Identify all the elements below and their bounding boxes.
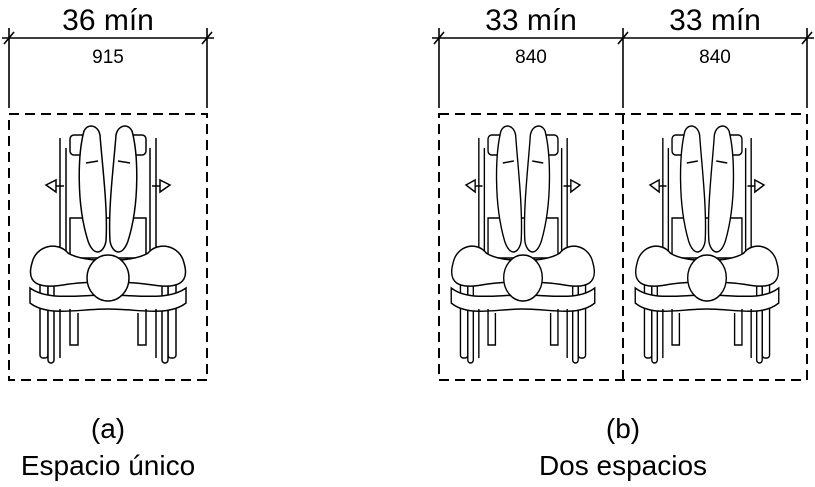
clear-space-a xyxy=(8,113,208,381)
caption-b: Dos espacios xyxy=(539,450,707,481)
dimension-imperial-b2: 33 mín xyxy=(669,4,761,37)
panel-b: 33 mín 33 mín 840 840 (b) Dos espacios xyxy=(432,4,814,481)
wheelchair-occupant-icon xyxy=(634,125,780,364)
dimension-metric-b1: 840 xyxy=(515,47,547,68)
dimension-line-a xyxy=(2,28,214,108)
panel-label-b: (b) xyxy=(606,413,640,444)
wheelchair-occupant-icon xyxy=(450,125,596,364)
dimension-line-b xyxy=(432,28,814,108)
dimension-metric-b2: 840 xyxy=(699,47,731,68)
panel-label-a: (a) xyxy=(91,413,125,444)
caption-a: Espacio único xyxy=(21,450,195,481)
dimension-imperial-a: 36 mín xyxy=(62,4,154,37)
dimension-imperial-b1: 33 mín xyxy=(485,4,577,37)
wheelchair-occupant-icon xyxy=(29,125,187,364)
panel-a: 36 mín 915 (a) Espacio único xyxy=(2,4,214,481)
dimension-metric-a: 915 xyxy=(92,47,124,68)
